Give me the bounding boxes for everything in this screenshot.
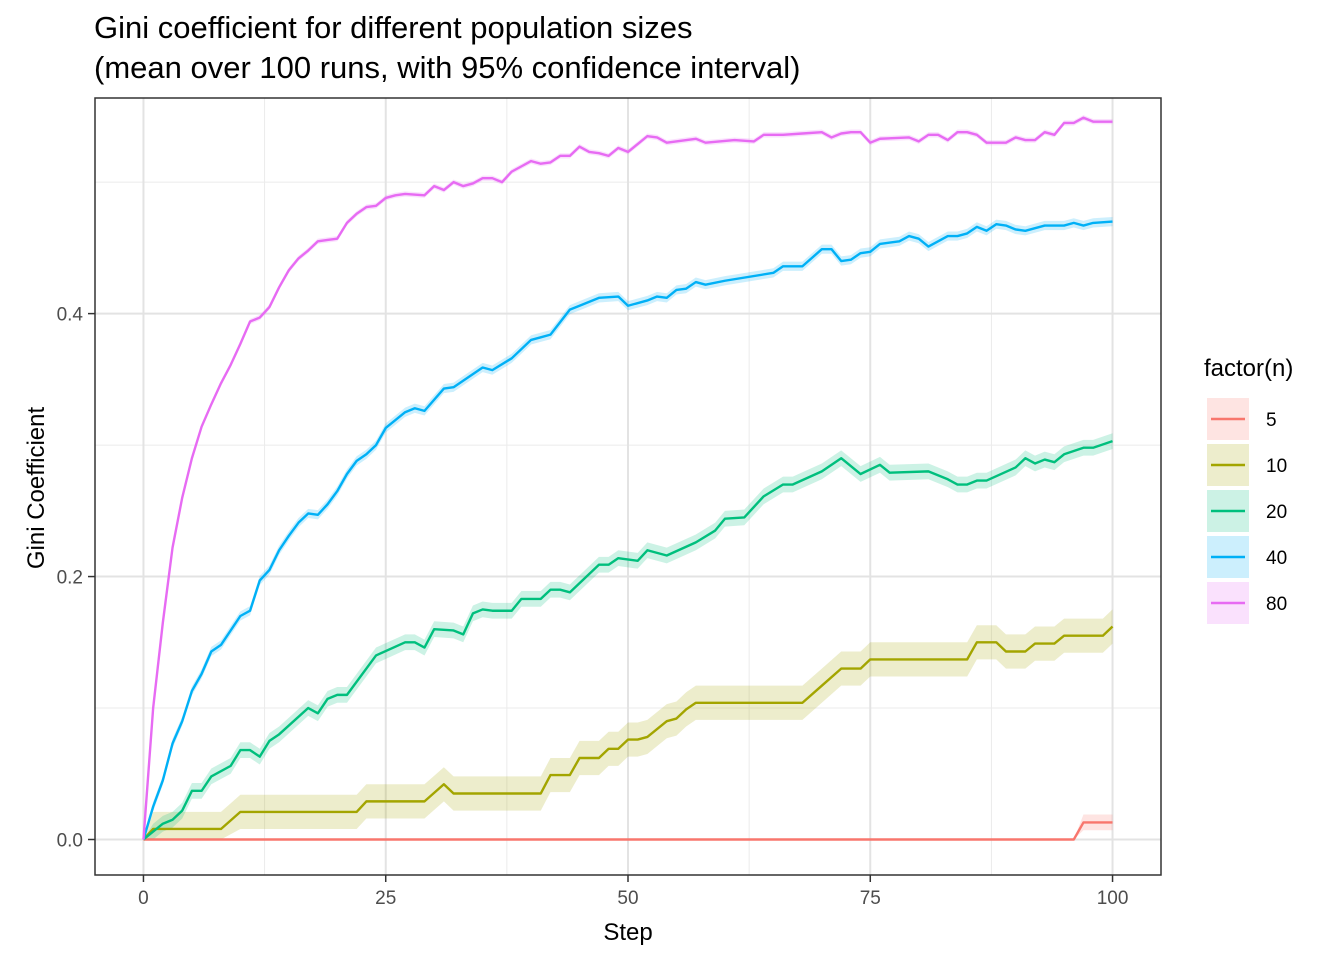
y-axis-title: Gini Coefficient (23, 407, 50, 570)
legend: factor(n) 5 10 20 40 80 (1204, 355, 1293, 624)
series-line-80 (142, 116, 1113, 840)
axes: 0 25 50 75 100 0.0 0.2 0.4 (57, 97, 1162, 909)
legend-label-40: 40 (1266, 548, 1287, 569)
x-tick-label: 0 (138, 888, 149, 909)
series-line-5 (143, 821, 1113, 841)
x-tick-label: 75 (860, 888, 881, 909)
x-axis-title: Step (603, 919, 652, 946)
y-tick-label: 0.0 (57, 831, 83, 852)
legend-label-10: 10 (1266, 456, 1287, 477)
y-tick-label: 0.4 (57, 305, 84, 326)
ci-ribbon-20 (143, 433, 1113, 840)
ci-ribbon-10 (143, 609, 1113, 840)
legend-label-80: 80 (1266, 594, 1287, 615)
x-tick-label: 50 (617, 888, 638, 909)
plot-panel (95, 98, 1161, 875)
x-tick-label: 100 (1097, 888, 1129, 909)
y-tick-label: 0.2 (57, 568, 83, 589)
x-tick-label: 25 (375, 888, 396, 909)
series-line-40 (142, 220, 1113, 840)
series-line-20 (142, 440, 1113, 841)
series-line-10 (142, 625, 1114, 841)
legend-label-5: 5 (1266, 410, 1277, 431)
legend-label-20: 20 (1266, 502, 1287, 523)
legend-title: factor(n) (1204, 355, 1293, 382)
chart-title: Gini coefficient for different populatio… (94, 10, 801, 85)
